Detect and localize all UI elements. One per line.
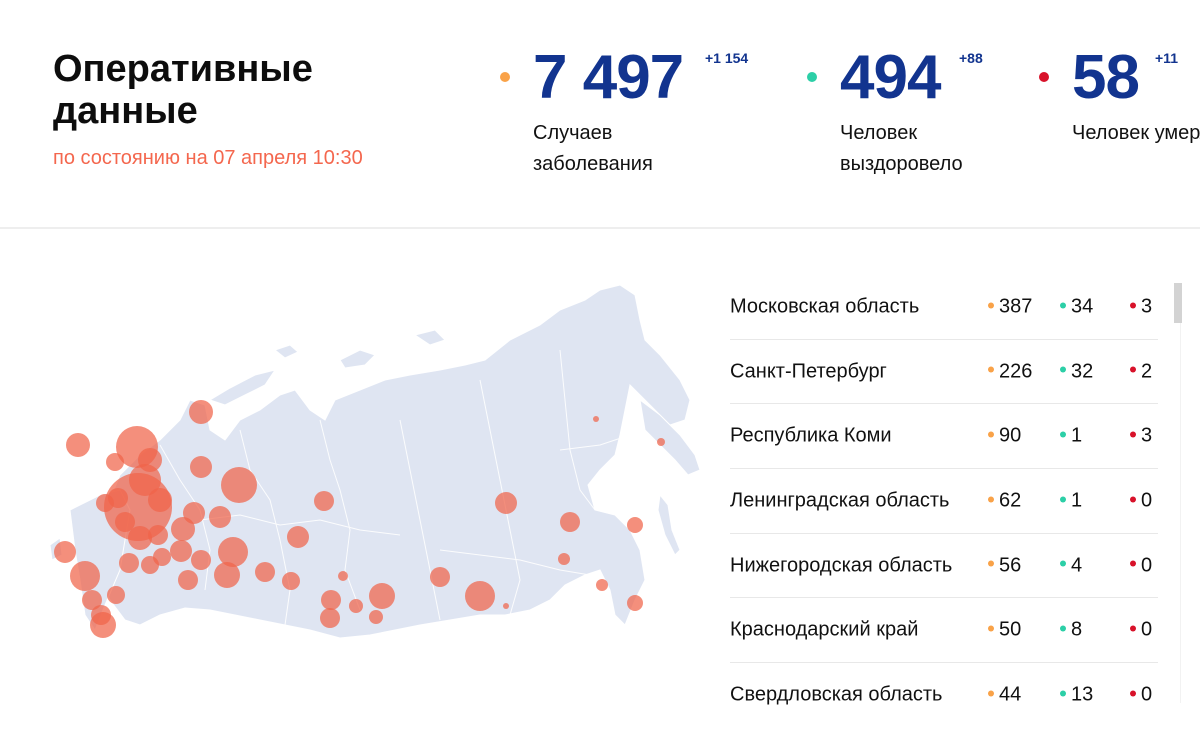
region-name: Республика Коми (730, 424, 892, 447)
region-row[interactable]: Краснодарский край 50 8 0 (730, 598, 1158, 664)
deaths-dot-icon (1130, 496, 1136, 503)
russia-map[interactable] (40, 270, 710, 670)
region-cases: 56 (988, 554, 1021, 577)
region-cases: 62 (988, 489, 1021, 512)
region-recovered: 8 (1060, 619, 1082, 642)
cases-dot-icon (988, 496, 994, 503)
recovered-dot-icon (807, 72, 817, 82)
region-row[interactable]: Свердловская область 44 13 0 (730, 663, 1158, 728)
recovered-dot-icon (1060, 496, 1066, 503)
header: Оперативные данные по состоянию на 07 ап… (0, 0, 1200, 229)
recovered-dot-icon (1060, 366, 1066, 373)
cases-label: Случаев заболевания (533, 122, 653, 175)
cases-count: 7 497 (533, 43, 684, 112)
region-deaths: 0 (1130, 619, 1152, 642)
deaths-dot-icon (1130, 431, 1136, 438)
region-row[interactable]: Санкт-Петербург 226 32 2 (730, 340, 1158, 405)
region-recovered: 13 (1060, 684, 1093, 707)
deaths-dot-icon (1130, 690, 1136, 697)
case-bubbles (54, 400, 665, 638)
deaths-count: 58 (1072, 43, 1140, 112)
cases-dot-icon (988, 560, 994, 567)
recovered-dot-icon (1060, 560, 1066, 567)
region-cases: 50 (988, 619, 1021, 642)
recovered-delta: +88 (959, 50, 983, 66)
cases-dot-icon (500, 72, 510, 82)
recovered-dot-icon (1060, 690, 1066, 697)
regions-list[interactable]: Московская область 387 34 3 Санкт-Петерб… (730, 275, 1158, 728)
region-row[interactable]: Республика Коми 90 1 3 (730, 404, 1158, 470)
region-row[interactable]: Нижегородская область 56 4 0 (730, 534, 1158, 599)
region-cases: 90 (988, 425, 1021, 448)
update-timestamp: по состоянию на 07 апреля 10:30 (53, 147, 363, 169)
region-recovered: 1 (1060, 489, 1082, 512)
cases-dot-icon (988, 625, 994, 632)
region-name: Ленинградская область (730, 489, 950, 512)
deaths-delta: +11 (1155, 50, 1178, 66)
recovered-dot-icon (1060, 302, 1066, 309)
region-deaths: 0 (1130, 489, 1152, 512)
region-recovered: 32 (1060, 360, 1093, 383)
region-row[interactable]: Московская область 387 34 3 (730, 275, 1158, 340)
region-cases: 226 (988, 360, 1032, 383)
cases-dot-icon (988, 366, 994, 373)
cases-dot-icon (988, 431, 994, 438)
region-recovered: 34 (1060, 295, 1093, 318)
russia-map-svg (49, 284, 701, 639)
recovered-count: 494 (840, 43, 941, 112)
cases-dot-icon (988, 302, 994, 309)
region-deaths: 2 (1130, 360, 1152, 383)
deaths-dot-icon (1130, 560, 1136, 567)
region-recovered: 1 (1060, 425, 1082, 448)
deaths-dot-icon (1130, 302, 1136, 309)
list-scroll-track[interactable] (1180, 283, 1181, 703)
list-scrollbar[interactable] (1174, 283, 1182, 323)
region-cases: 387 (988, 295, 1032, 318)
region-name: Свердловская область (730, 683, 943, 706)
region-deaths: 3 (1130, 425, 1152, 448)
page-title: Оперативные данные (53, 48, 313, 132)
region-recovered: 4 (1060, 554, 1082, 577)
deaths-dot-icon (1130, 625, 1136, 632)
deaths-label: Человек умерло (1072, 122, 1200, 144)
region-name: Краснодарский край (730, 618, 919, 641)
recovered-dot-icon (1060, 431, 1066, 438)
deaths-dot-icon (1039, 72, 1049, 82)
recovered-dot-icon (1060, 625, 1066, 632)
region-cases: 44 (988, 684, 1021, 707)
region-name: Нижегородская область (730, 554, 953, 577)
region-deaths: 3 (1130, 295, 1152, 318)
region-deaths: 0 (1130, 684, 1152, 707)
cases-delta: +1 154 (705, 50, 749, 66)
deaths-dot-icon (1130, 366, 1136, 373)
recovered-label: Человек выздоровело (840, 122, 963, 175)
region-row[interactable]: Ленинградская область 62 1 0 (730, 469, 1158, 534)
cases-dot-icon (988, 690, 994, 697)
region-name: Санкт-Петербург (730, 360, 887, 383)
region-deaths: 0 (1130, 554, 1152, 577)
region-name: Московская область (730, 295, 920, 318)
